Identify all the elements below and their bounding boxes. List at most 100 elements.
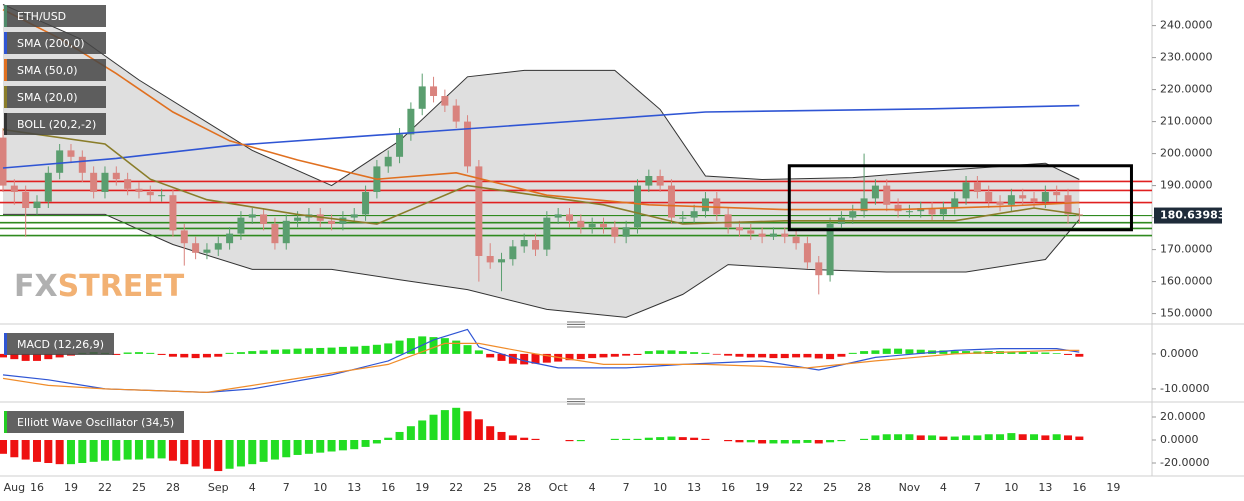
candle-body bbox=[237, 217, 245, 234]
candle-body bbox=[350, 214, 358, 218]
macd-bar bbox=[520, 353, 529, 365]
ewo-bar bbox=[66, 440, 75, 465]
resize-handle[interactable] bbox=[567, 321, 585, 328]
candle-body bbox=[1075, 214, 1083, 216]
x-tick-label: 10 bbox=[1004, 481, 1018, 494]
macd-bar bbox=[916, 349, 925, 354]
ewo-bar bbox=[837, 440, 846, 442]
ewo-bar bbox=[78, 440, 87, 464]
legend-item[interactable]: MACD (12,26,9) bbox=[4, 333, 115, 355]
ewo-bar bbox=[792, 440, 801, 444]
ewo-bar bbox=[168, 440, 177, 461]
candle-body bbox=[226, 233, 234, 244]
macd-bar bbox=[0, 353, 7, 358]
sma-line bbox=[2, 128, 1080, 225]
macd-bar bbox=[1018, 351, 1027, 354]
ewo-bar bbox=[758, 440, 767, 444]
candle-body bbox=[747, 230, 755, 234]
overlay-layer bbox=[787, 164, 1133, 232]
ewo-bar bbox=[871, 435, 880, 441]
ewo-bar bbox=[803, 440, 812, 443]
candle-body bbox=[973, 182, 981, 192]
ewo-bar bbox=[395, 431, 404, 441]
legend-label: ETH/USD bbox=[17, 9, 67, 23]
macd-bar bbox=[497, 353, 506, 361]
ewo-bar bbox=[248, 440, 257, 465]
macd-bar bbox=[656, 350, 665, 354]
ewo-bar bbox=[486, 426, 495, 441]
ewo-bar bbox=[894, 434, 903, 441]
ewo-bar bbox=[984, 434, 993, 441]
ewo-bar bbox=[769, 440, 778, 444]
macd-bar bbox=[338, 346, 347, 354]
macd-bar bbox=[384, 343, 393, 354]
x-tick-label: 22 bbox=[449, 481, 463, 494]
candle-body bbox=[996, 201, 1004, 205]
ewo-bar bbox=[576, 440, 585, 442]
candle-body bbox=[543, 217, 551, 250]
y-tick-label: 190.0000 bbox=[1160, 179, 1213, 192]
macd-bar bbox=[282, 349, 291, 354]
legend-item[interactable]: SMA (50,0) bbox=[4, 59, 107, 81]
candle-body bbox=[769, 233, 777, 237]
candle-body bbox=[158, 195, 166, 197]
x-tick-label: 4 bbox=[589, 481, 596, 494]
ewo-bar bbox=[112, 440, 121, 461]
ewo-bar bbox=[384, 437, 393, 441]
legend-item[interactable]: BOLL (20,2,-2) bbox=[4, 113, 107, 135]
legend-item[interactable]: SMA (20,0) bbox=[4, 86, 107, 108]
candle-body bbox=[599, 224, 607, 228]
ewo-bar bbox=[21, 440, 30, 460]
ewo-bar bbox=[928, 435, 937, 441]
macd-bar bbox=[565, 353, 574, 361]
ewo-bar bbox=[735, 440, 744, 443]
x-tick-label: 10 bbox=[653, 481, 667, 494]
legend-item[interactable]: ETH/USD bbox=[4, 5, 107, 27]
ewo-bar bbox=[259, 440, 268, 462]
macd-bar bbox=[644, 351, 653, 354]
sma-line bbox=[2, 104, 1080, 169]
x-tick-label: 25 bbox=[132, 481, 146, 494]
ewo-bar bbox=[361, 440, 370, 447]
price-tag bbox=[1154, 207, 1222, 224]
candle-body bbox=[1007, 195, 1015, 205]
legend-swatch bbox=[4, 333, 7, 355]
candle-body bbox=[1030, 198, 1038, 202]
x-tick-label: Aug bbox=[4, 481, 25, 494]
macd-bar bbox=[474, 350, 483, 354]
main-legend: ETH/USD SMA (200,0) SMA (50,0) SMA (20,0… bbox=[4, 5, 107, 135]
ewo-bar bbox=[746, 440, 755, 443]
macd-bar bbox=[214, 353, 223, 357]
macd-bar bbox=[576, 353, 585, 360]
macd-bar bbox=[1075, 353, 1084, 357]
legend-item[interactable]: Elliott Wave Oscillator (34,5) bbox=[4, 411, 185, 433]
ewo-bar bbox=[531, 438, 540, 441]
y-tick-label: 0.0000 bbox=[1160, 433, 1199, 446]
y-tick-label: 200.0000 bbox=[1160, 147, 1213, 160]
y-tick-label: 20.0000 bbox=[1160, 410, 1206, 423]
ewo-bar bbox=[1041, 435, 1050, 441]
ewo-bar bbox=[100, 440, 109, 461]
ewo-bar bbox=[146, 440, 155, 459]
macd-bar bbox=[871, 350, 880, 354]
ewo-bar bbox=[1075, 436, 1084, 441]
resize-handle[interactable] bbox=[567, 398, 585, 405]
ewo-bar bbox=[0, 440, 7, 454]
candle-body bbox=[520, 240, 528, 247]
macd-bar bbox=[1030, 352, 1039, 354]
ewo-bar bbox=[826, 440, 835, 443]
x-tick-label: 22 bbox=[789, 481, 803, 494]
x-tick-label: 19 bbox=[64, 481, 78, 494]
candle-body bbox=[985, 192, 993, 202]
macd-bar bbox=[395, 340, 404, 354]
ewo-bar bbox=[1052, 434, 1061, 441]
bollinger-lower bbox=[3, 213, 1080, 318]
x-tick-label: 22 bbox=[98, 481, 112, 494]
x-tick-label: 13 bbox=[1038, 481, 1052, 494]
ewo-bar bbox=[565, 440, 574, 442]
ewo-bar bbox=[656, 437, 665, 441]
macd-bar bbox=[1064, 353, 1073, 355]
lines-layer bbox=[2, 8, 1080, 394]
ewo-bar bbox=[293, 440, 302, 455]
legend-item[interactable]: SMA (200,0) bbox=[4, 32, 107, 54]
